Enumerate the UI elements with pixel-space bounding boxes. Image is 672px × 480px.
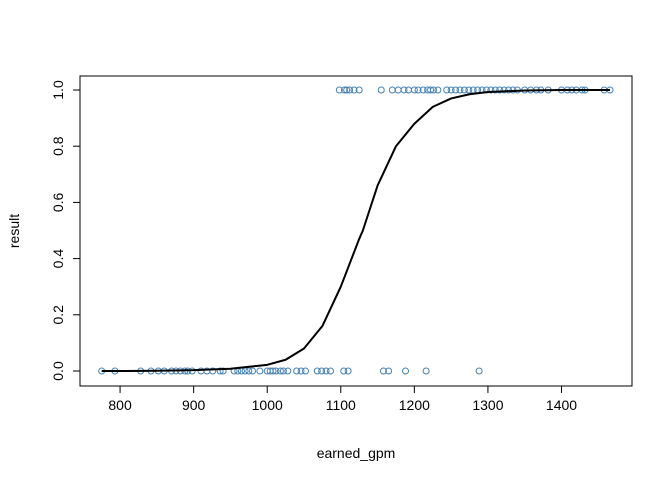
y-axis: 0.0 0.2 0.4 0.6 0.8 1.0 (50, 80, 81, 381)
y-axis-title: result (6, 214, 22, 248)
data-point (209, 367, 217, 375)
data-point (487, 86, 495, 94)
data-point (272, 367, 280, 375)
data-point (297, 367, 305, 375)
data-point (410, 86, 418, 94)
data-point (419, 86, 427, 94)
data-point (429, 86, 437, 94)
data-point (465, 86, 473, 94)
data-point (434, 86, 442, 94)
data-point (301, 367, 309, 375)
data-point (343, 86, 351, 94)
data-point (318, 367, 326, 375)
data-point (340, 367, 348, 375)
y-tick-label: 0.0 (50, 361, 66, 381)
data-point (500, 86, 508, 94)
data-point (491, 86, 499, 94)
data-point (414, 86, 422, 94)
x-axis: 800 900 1000 1100 1200 1300 1400 (108, 385, 577, 413)
x-tick-label: 1000 (252, 397, 283, 413)
data-point (293, 367, 301, 375)
data-point (443, 86, 451, 94)
data-point (460, 86, 468, 94)
data-point (394, 86, 402, 94)
data-point (276, 367, 284, 375)
plot-frame (79, 75, 633, 387)
data-point (422, 367, 430, 375)
x-axis-title: earned_gpm (317, 445, 396, 461)
x-tick-label: 1100 (326, 397, 356, 413)
y-tick-label: 1.0 (50, 80, 66, 100)
y-tick-label: 0.2 (50, 305, 66, 325)
x-tick-label: 900 (182, 397, 206, 413)
data-points (98, 86, 614, 375)
data-point (269, 367, 277, 375)
fitted-curve (101, 89, 611, 372)
data-point (388, 86, 396, 94)
data-point (505, 86, 513, 94)
x-tick-label: 1200 (399, 397, 430, 413)
data-point (377, 86, 385, 94)
data-point (245, 367, 253, 375)
data-point (344, 367, 352, 375)
data-point (279, 367, 287, 375)
data-point (216, 367, 224, 375)
data-point (400, 86, 408, 94)
x-tick-label: 800 (108, 397, 132, 413)
fitted-curve-layer (101, 89, 611, 372)
data-point (452, 86, 460, 94)
data-point (346, 86, 354, 94)
data-point (313, 367, 321, 375)
x-tick-label: 1400 (546, 397, 577, 413)
data-point (379, 367, 387, 375)
data-point (322, 367, 330, 375)
data-point (385, 367, 393, 375)
y-tick-label: 0.8 (50, 136, 66, 156)
data-point (427, 86, 435, 94)
data-point (447, 86, 455, 94)
y-tick-label: 0.6 (50, 192, 66, 212)
data-point (249, 367, 256, 375)
data-point (335, 86, 343, 94)
data-point (326, 367, 334, 375)
data-point (350, 86, 358, 94)
data-point (496, 86, 504, 94)
data-point (340, 86, 348, 94)
data-point (475, 367, 483, 375)
data-point (284, 367, 292, 375)
data-point (355, 86, 363, 94)
data-point (402, 367, 410, 375)
y-tick-label: 0.4 (50, 249, 66, 269)
data-point (256, 367, 264, 375)
data-point (404, 86, 412, 94)
x-tick-label: 1300 (472, 397, 503, 413)
data-point (456, 86, 464, 94)
data-point (219, 367, 227, 375)
